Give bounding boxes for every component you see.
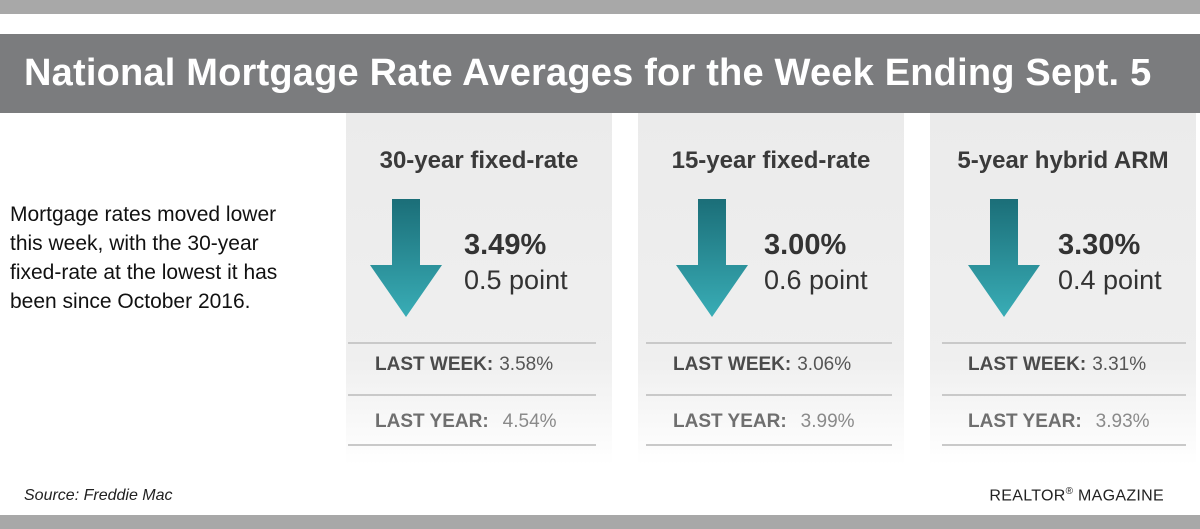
last-year-row: LAST YEAR: 4.54% — [375, 411, 557, 433]
rate-change: 0.5 point — [464, 265, 568, 295]
last-year-value: 3.93% — [1095, 411, 1150, 432]
last-week-value: 3.06% — [797, 354, 852, 375]
current-rate: 3.00% — [764, 229, 847, 261]
last-year-label: LAST YEAR: — [673, 411, 787, 432]
rate-panel-5-year-arm: 5-year hybrid ARM 3.30% 0.4 point LAST W… — [930, 113, 1196, 465]
last-year-value: 3.99% — [800, 411, 855, 432]
down-arrow-icon — [968, 199, 1040, 317]
divider — [646, 342, 892, 344]
brand-name: REALTOR — [989, 487, 1066, 505]
divider — [348, 394, 596, 396]
top-border-bar — [0, 0, 1200, 14]
down-arrow-icon — [676, 199, 748, 317]
last-week-label: LAST WEEK: — [375, 354, 494, 375]
last-year-row: LAST YEAR: 3.93% — [968, 411, 1150, 433]
divider — [942, 444, 1186, 446]
rate-change: 0.4 point — [1058, 265, 1162, 295]
last-week-label: LAST WEEK: — [968, 354, 1087, 375]
divider — [646, 394, 892, 396]
page-title: National Mortgage Rate Averages for the … — [24, 52, 1152, 94]
divider — [646, 444, 892, 446]
last-week-value: 3.31% — [1092, 354, 1147, 375]
last-year-value: 4.54% — [502, 411, 557, 432]
divider — [348, 342, 596, 344]
brand-suffix: MAGAZINE — [1078, 487, 1164, 505]
current-rate: 3.49% — [464, 229, 547, 261]
divider — [942, 394, 1186, 396]
panel-title: 5-year hybrid ARM — [957, 147, 1169, 174]
last-year-label: LAST YEAR: — [375, 411, 489, 432]
panel-title: 15-year fixed-rate — [671, 147, 871, 174]
divider — [348, 444, 596, 446]
last-week-value: 3.58% — [499, 354, 554, 375]
rate-panel-30-year: 30-year fixed-rate 3.49% 0.5 point LAST … — [346, 113, 612, 465]
registered-mark: ® — [1065, 486, 1074, 497]
last-year-row: LAST YEAR: 3.99% — [673, 411, 855, 433]
last-week-row: LAST WEEK: 3.58% — [375, 354, 553, 376]
current-rate: 3.30% — [1058, 229, 1141, 261]
panel-title: 30-year fixed-rate — [379, 147, 579, 174]
down-arrow-icon — [370, 199, 442, 317]
source-credit: Source: Freddie Mac — [24, 487, 173, 504]
last-week-label: LAST WEEK: — [673, 354, 792, 375]
rate-panel-15-year: 15-year fixed-rate 3.00% 0.6 point LAST … — [638, 113, 904, 465]
bottom-border-bar — [0, 515, 1200, 529]
rate-change: 0.6 point — [764, 265, 868, 295]
last-week-row: LAST WEEK: 3.31% — [968, 354, 1146, 376]
divider — [942, 342, 1186, 344]
last-week-row: LAST WEEK: 3.06% — [673, 354, 851, 376]
intro-paragraph: Mortgage rates moved lower this week, wi… — [10, 203, 278, 313]
brand-logo-text: REALTOR® MAGAZINE — [989, 486, 1164, 505]
title-banner: National Mortgage Rate Averages for the … — [0, 34, 1200, 113]
last-year-label: LAST YEAR: — [968, 411, 1082, 432]
